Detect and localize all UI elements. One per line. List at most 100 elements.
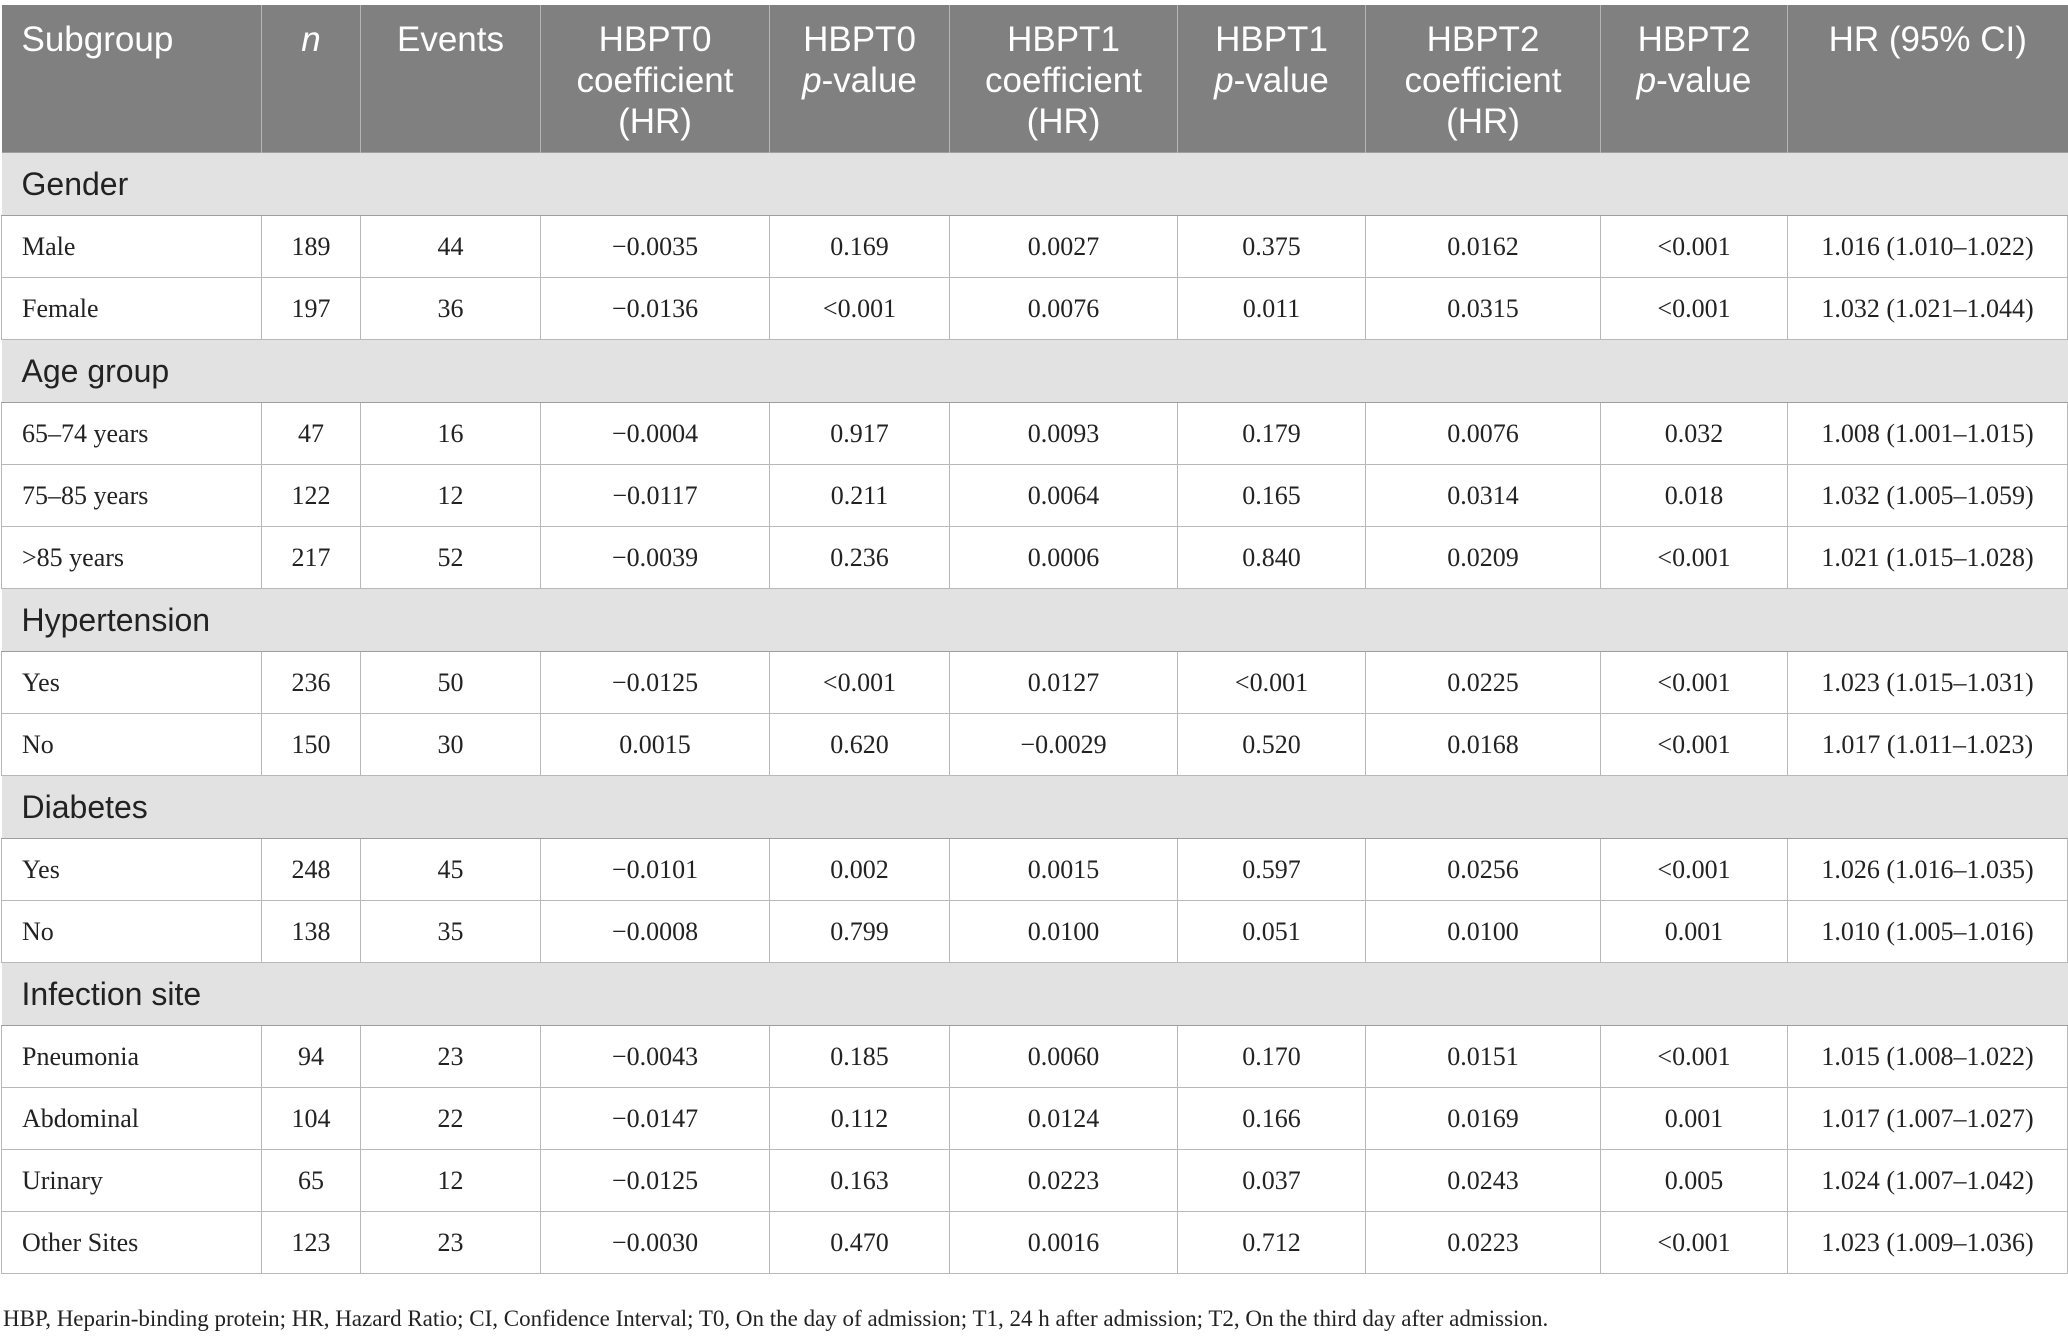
group-row: Age group [1, 339, 2068, 403]
table-row: Female 197 36 −0.0136 <0.001 0.0076 0.011 0.031… [1, 277, 2068, 340]
cell-hbpt1-coefficient: 0.0064 [949, 464, 1178, 527]
cell-events: 12 [360, 1149, 541, 1212]
cell-hbpt1-coefficient: 0.0076 [949, 277, 1178, 340]
table-row: No 150 30 0.0015 0.620 −0.0029 0.520 0.0168 <0.0… [1, 713, 2068, 776]
cell-hbpt1-coefficient: 0.0223 [949, 1149, 1178, 1212]
cell-subgroup: Male [1, 215, 262, 278]
cell-hbpt0-pvalue: 0.185 [769, 1025, 950, 1088]
group-label: Infection site [1, 962, 2068, 1026]
cell-hbpt2-pvalue: <0.001 [1600, 277, 1788, 340]
cell-hbpt2-pvalue: 0.032 [1600, 402, 1788, 465]
cell-subgroup: >85 years [1, 526, 262, 589]
header-hbpt0-coef-line1: HBPT0 [598, 20, 712, 59]
cell-hbpt1-coefficient: 0.0124 [949, 1087, 1178, 1150]
cell-hbpt1-pvalue: 0.011 [1177, 277, 1366, 340]
cell-hbpt0-coefficient: −0.0125 [540, 651, 770, 714]
cell-hbpt0-coefficient: −0.0136 [540, 277, 770, 340]
table-row: Other Sites 123 23 −0.0030 0.470 0.0016 0.712 0… [1, 1211, 2068, 1274]
cell-hr-ci: 1.017 (1.007–1.027) [1787, 1087, 2068, 1150]
cell-subgroup: Abdominal [1, 1087, 262, 1150]
cell-hbpt0-coefficient: 0.0015 [540, 713, 770, 776]
cell-hbpt0-coefficient: −0.0125 [540, 1149, 770, 1212]
cell-hbpt1-pvalue: 0.166 [1177, 1087, 1366, 1150]
cell-hbpt2-coefficient: 0.0315 [1365, 277, 1601, 340]
group-row: Infection site [1, 962, 2068, 1026]
cell-subgroup: No [1, 713, 262, 776]
cell-hbpt2-coefficient: 0.0168 [1365, 713, 1601, 776]
cell-hbpt1-pvalue: 0.597 [1177, 838, 1366, 901]
cell-subgroup: 65–74 years [1, 402, 262, 465]
cell-hr-ci: 1.021 (1.015–1.028) [1787, 526, 2068, 589]
cell-hr-ci: 1.024 (1.007–1.042) [1787, 1149, 2068, 1212]
subgroup-hazard-table: Subgroup n Events HBPT0 coefficient (HR)… [1, 5, 2068, 1274]
cell-hbpt2-coefficient: 0.0256 [1365, 838, 1601, 901]
cell-hbpt2-pvalue: 0.018 [1600, 464, 1788, 527]
group-row: Diabetes [1, 775, 2068, 839]
cell-events: 35 [360, 900, 541, 963]
cell-n: 122 [261, 464, 361, 527]
cell-hbpt2-coefficient: 0.0076 [1365, 402, 1601, 465]
cell-subgroup: Pneumonia [1, 1025, 262, 1088]
header-hbpt1-coefficient: HBPT1 coefficient (HR) [949, 5, 1178, 153]
cell-hbpt1-pvalue: 0.840 [1177, 526, 1366, 589]
header-hbpt0-p-rest: -value [821, 61, 917, 100]
cell-hbpt2-pvalue: 0.001 [1600, 1087, 1788, 1150]
cell-hr-ci: 1.010 (1.005–1.016) [1787, 900, 2068, 963]
group-row: Gender [1, 152, 2068, 216]
cell-hbpt2-pvalue: 0.001 [1600, 900, 1788, 963]
cell-subgroup: 75–85 years [1, 464, 262, 527]
cell-hbpt1-coefficient: 0.0006 [949, 526, 1178, 589]
cell-events: 45 [360, 838, 541, 901]
cell-hbpt2-coefficient: 0.0209 [1365, 526, 1601, 589]
cell-hbpt0-pvalue: 0.620 [769, 713, 950, 776]
cell-hbpt1-pvalue: 0.165 [1177, 464, 1366, 527]
cell-hr-ci: 1.032 (1.005–1.059) [1787, 464, 2068, 527]
header-hbpt2-coef-line1: HBPT2 [1426, 20, 1540, 59]
header-hbpt1-p-line1: HBPT1 [1215, 20, 1328, 59]
table-row: 65–74 years 47 16 −0.0004 0.917 0.0093 0.179 0.… [1, 402, 2068, 465]
cell-hbpt2-pvalue: <0.001 [1600, 1025, 1788, 1088]
header-hbpt1-p-rest: -value [1233, 61, 1329, 100]
cell-hbpt0-coefficient: −0.0043 [540, 1025, 770, 1088]
table-row: Pneumonia 94 23 −0.0043 0.185 0.0060 0.170 0.01… [1, 1025, 2068, 1088]
cell-hbpt1-pvalue: 0.179 [1177, 402, 1366, 465]
header-hbpt2-coef-line3: (HR) [1446, 102, 1520, 141]
cell-n: 138 [261, 900, 361, 963]
cell-n: 217 [261, 526, 361, 589]
cell-events: 50 [360, 651, 541, 714]
header-n: n [261, 5, 361, 153]
cell-hbpt2-pvalue: <0.001 [1600, 651, 1788, 714]
header-hbpt1-coef-line1: HBPT1 [1007, 20, 1120, 59]
cell-hbpt0-pvalue: 0.917 [769, 402, 950, 465]
cell-hbpt1-pvalue: 0.375 [1177, 215, 1366, 278]
cell-events: 36 [360, 277, 541, 340]
cell-n: 197 [261, 277, 361, 340]
cell-subgroup: Female [1, 277, 262, 340]
cell-hr-ci: 1.026 (1.016–1.035) [1787, 838, 2068, 901]
cell-hbpt1-pvalue: 0.037 [1177, 1149, 1366, 1212]
header-hbpt0-coefficient: HBPT0 coefficient (HR) [540, 5, 770, 153]
cell-hbpt1-pvalue: 0.051 [1177, 900, 1366, 963]
cell-hbpt0-pvalue: 0.470 [769, 1211, 950, 1274]
cell-n: 65 [261, 1149, 361, 1212]
cell-hbpt0-coefficient: −0.0039 [540, 526, 770, 589]
header-events: Events [360, 5, 541, 153]
cell-hbpt2-coefficient: 0.0162 [1365, 215, 1601, 278]
cell-hbpt1-pvalue: 0.520 [1177, 713, 1366, 776]
cell-events: 30 [360, 713, 541, 776]
group-label: Diabetes [1, 775, 2068, 839]
table-row: 75–85 years 122 12 −0.0117 0.211 0.0064 0.165 0… [1, 464, 2068, 527]
cell-hbpt1-coefficient: −0.0029 [949, 713, 1178, 776]
cell-hr-ci: 1.016 (1.010–1.022) [1787, 215, 2068, 278]
header-hr-ci: HR (95% CI) [1787, 5, 2068, 153]
cell-hbpt0-pvalue: <0.001 [769, 651, 950, 714]
cell-hbpt0-coefficient: −0.0008 [540, 900, 770, 963]
header-hbpt0-p-italic: p [802, 61, 822, 100]
group-row: Hypertension [1, 588, 2068, 652]
cell-hbpt0-pvalue: 0.211 [769, 464, 950, 527]
cell-hbpt0-coefficient: −0.0147 [540, 1087, 770, 1150]
cell-subgroup: Yes [1, 838, 262, 901]
cell-hbpt0-coefficient: −0.0117 [540, 464, 770, 527]
header-hbpt2-p-line1: HBPT2 [1637, 20, 1751, 59]
header-subgroup: Subgroup [1, 5, 262, 153]
